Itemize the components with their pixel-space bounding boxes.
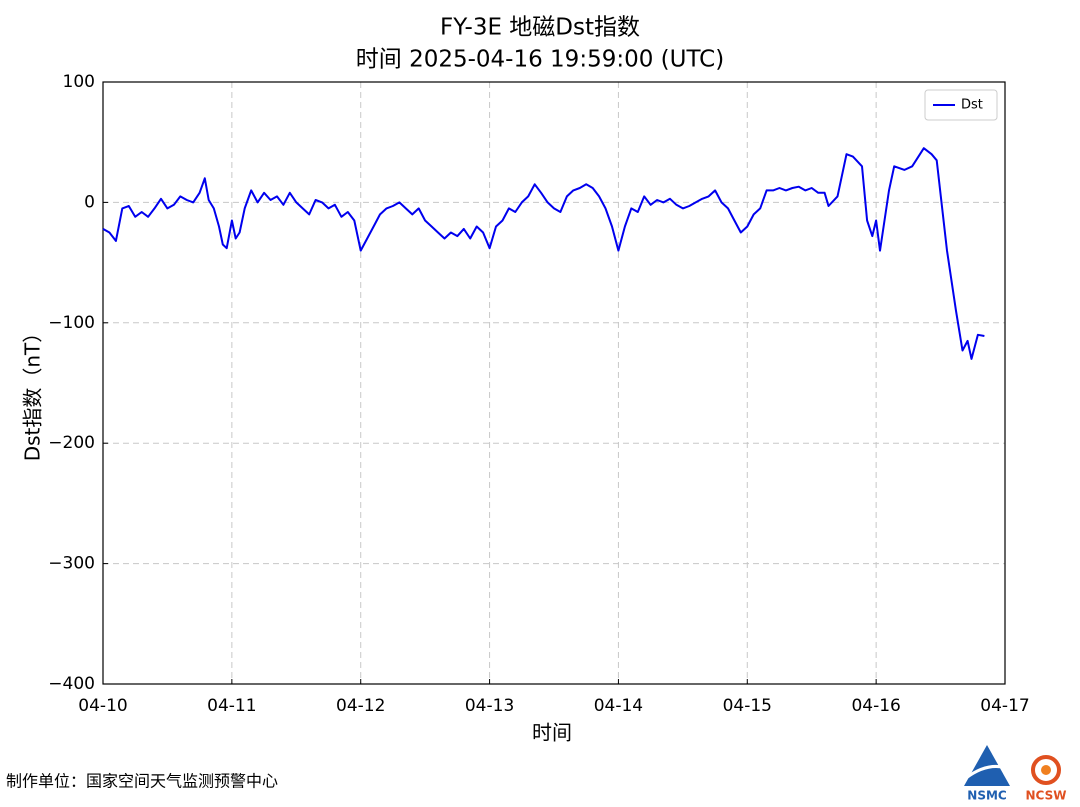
plot-frame — [102, 81, 1006, 685]
logo-nsmc: NSMC — [964, 745, 1013, 803]
x-axis-label: 时间 — [532, 721, 572, 745]
footer: 制作单位：国家空间天气监测预警中心 — [6, 772, 278, 791]
x-tick-label: 04-11 — [207, 696, 256, 716]
logo-text: NCSW — [1026, 789, 1067, 803]
x-tick-label: 04-15 — [723, 696, 772, 716]
x-tick-label: 04-12 — [336, 696, 385, 716]
x-tick-label: 04-17 — [980, 696, 1029, 716]
data-line — [102, 147, 985, 360]
x-tick-label: 04-16 — [851, 696, 900, 716]
chart-subtitle: 时间 2025-04-16 19:59:00 (UTC) — [356, 47, 724, 73]
y-tick-label: −400 — [48, 674, 95, 694]
y-tick-label: −100 — [48, 313, 95, 333]
chart-title: FY-3E 地磁Dst指数 — [440, 15, 640, 41]
x-tick-label: 04-10 — [78, 696, 127, 716]
x-tick-label: 04-14 — [594, 696, 643, 716]
x-tick-label: 04-13 — [465, 696, 514, 716]
y-axis-label: Dst指数（nT） — [21, 323, 45, 462]
y-tick-label: 0 — [84, 192, 95, 212]
y-tick-label: −200 — [48, 433, 95, 453]
logo-text: NSMC — [967, 789, 1007, 803]
legend-label: Dst — [961, 98, 983, 113]
logo-ncsw: NCSW — [1026, 755, 1067, 803]
y-tick-label: −300 — [48, 554, 95, 574]
y-tick-label: 100 — [63, 72, 95, 92]
legend-box — [924, 89, 998, 121]
